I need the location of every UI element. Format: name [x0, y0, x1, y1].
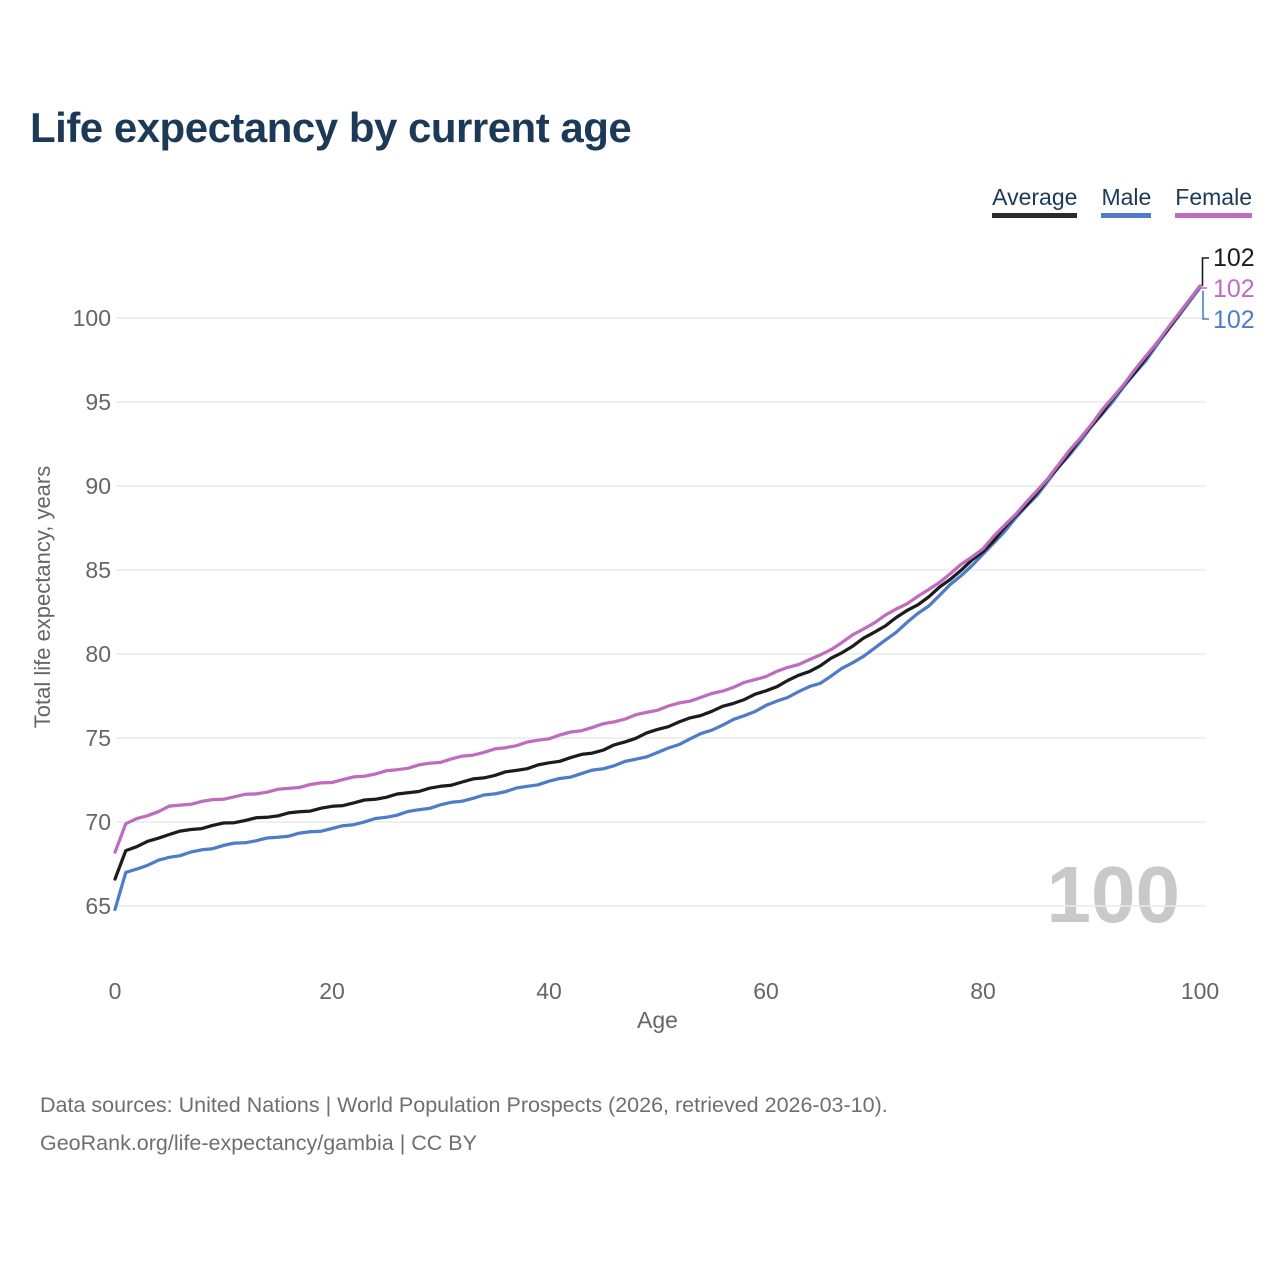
series-line-female[interactable] [113, 284, 1202, 854]
page-title: Life expectancy by current age [30, 104, 632, 151]
y-tick-label: 70 [85, 809, 111, 835]
legend-item-average[interactable]: Average [992, 184, 1078, 219]
legend-label-female: Female [1175, 184, 1252, 210]
x-axis-title: Age [637, 1007, 678, 1033]
x-tick-label: 40 [536, 978, 562, 1004]
data-source-note: Data sources: United Nations | World Pop… [40, 1086, 1240, 1162]
end-value-label-female: 102 [1213, 275, 1255, 303]
y-axis-title: Total life expectancy, years [30, 466, 55, 729]
legend-swatch-average [992, 213, 1078, 219]
legend-swatch-male [1101, 213, 1152, 219]
gridlines: 65 70 75 80 85 90 95 100 [73, 305, 1206, 919]
end-label-connector-average [1201, 257, 1209, 287]
hover-age-readout: 100 [1047, 850, 1180, 939]
legend-label-average: Average [992, 184, 1078, 210]
y-tick-label: 100 [73, 305, 111, 331]
legend-item-female[interactable]: Female [1175, 184, 1252, 219]
x-tick-label: 100 [1181, 978, 1219, 1004]
legend-swatch-female [1175, 213, 1252, 219]
end-value-label-average: 102 [1213, 244, 1255, 272]
y-tick-label: 80 [85, 641, 111, 667]
y-tick-label: 65 [85, 893, 111, 919]
y-tick-label: 85 [85, 557, 111, 583]
x-tick-label: 20 [319, 978, 345, 1004]
legend-item-male[interactable]: Male [1101, 184, 1152, 219]
end-value-label-male: 102 [1213, 306, 1255, 334]
x-axis: 0 20 40 60 80 100 Age [109, 978, 1220, 1033]
y-tick-label: 95 [85, 389, 111, 415]
x-tick-label: 80 [970, 978, 996, 1004]
legend-label-male: Male [1101, 184, 1152, 210]
y-tick-label: 90 [85, 473, 111, 499]
x-tick-label: 60 [753, 978, 779, 1004]
attribution-line: GeoRank.org/life-expectancy/gambia | CC … [40, 1131, 477, 1155]
y-tick-label: 75 [85, 725, 111, 751]
end-label-connectors: 102 102 102 [1197, 244, 1255, 334]
end-label-connector-male [1202, 290, 1209, 320]
legend: Average Male Female [992, 184, 1252, 219]
data-source-line: Data sources: United Nations | World Pop… [40, 1093, 888, 1117]
x-tick-label: 0 [109, 978, 122, 1004]
